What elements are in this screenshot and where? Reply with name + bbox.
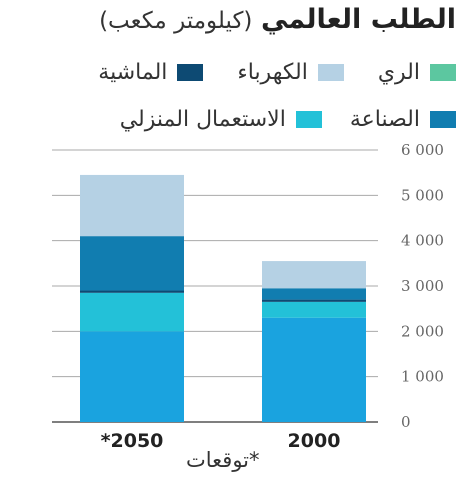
y-tick-label: 1 000 [401,368,444,386]
bar-segment [262,288,366,300]
legend-item-livestock: الماشية [98,60,204,85]
legend-label-livestock: الماشية [98,60,168,85]
bar-segment [262,301,366,318]
chart-title: الطلب العالمي (كيلومتر مكعب) [99,4,456,35]
legend-item-industry: الصناعة [350,107,456,132]
bar-segment [80,236,184,291]
legend-item-domestic: الاستعمال المنزلي [120,107,322,132]
legend-item-irrigation: الري [378,60,456,85]
title-unit: (كيلومتر مكعب) [99,8,253,34]
y-tick-label: 0 [401,413,411,431]
legend-swatch-irrigation [430,64,456,81]
legend-swatch-livestock [177,64,204,81]
legend-swatch-electricity [317,64,344,81]
bar-segment [80,290,184,293]
legend-swatch-domestic [295,111,322,128]
x-tick-label: 2000 [288,430,341,452]
bar-segment [80,292,184,332]
y-tick-label: 6 000 [401,141,444,159]
x-tick-label: *2050 [101,430,164,452]
bar-segment [80,331,184,422]
bar-segment [262,299,366,302]
legend-label-industry: الصناعة [349,107,420,132]
bar-segment [262,261,366,289]
footnote: *توقعات [186,448,260,472]
legend-label-domestic: الاستعمال المنزلي [119,107,286,132]
legend-row-1: الري الكهرباء الماشية [98,60,456,85]
y-tick-label: 5 000 [401,186,444,204]
title-main: الطلب العالمي [260,4,456,35]
legend-item-electricity: الكهرباء [237,60,344,85]
legend-label-electricity: الكهرباء [237,60,308,85]
legend-swatch-industry [430,111,456,128]
y-tick-label: 4 000 [401,232,444,250]
bar-segment [262,317,366,422]
legend-row-2: الصناعة الاستعمال المنزلي [120,107,456,132]
bar-segment [80,174,184,237]
y-tick-label: 3 000 [401,277,444,295]
y-tick-label: 2 000 [401,322,444,340]
legend-label-irrigation: الري [377,60,420,85]
